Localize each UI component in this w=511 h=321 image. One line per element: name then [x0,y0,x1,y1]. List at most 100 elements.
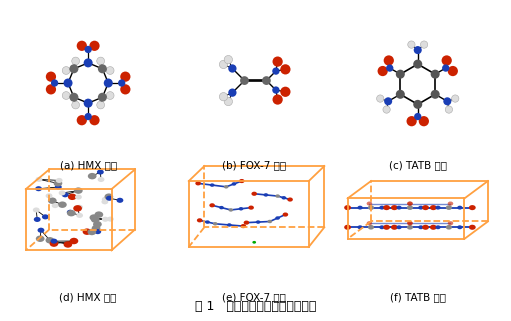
Circle shape [48,197,57,204]
Circle shape [98,93,107,102]
Circle shape [120,72,130,82]
Circle shape [442,55,452,65]
Circle shape [421,41,428,48]
Circle shape [240,76,249,85]
Circle shape [239,207,243,211]
Circle shape [36,236,44,242]
Circle shape [391,225,398,230]
Circle shape [210,203,215,207]
Circle shape [407,205,413,210]
Circle shape [84,113,92,120]
Circle shape [98,177,104,182]
Circle shape [91,225,101,231]
Circle shape [89,41,100,51]
Circle shape [224,97,233,106]
Circle shape [58,202,67,208]
Circle shape [106,91,114,100]
Circle shape [414,113,422,120]
Circle shape [45,193,53,198]
Circle shape [118,79,125,87]
Circle shape [84,46,92,53]
Circle shape [76,213,83,218]
Circle shape [228,208,233,212]
Circle shape [446,205,452,210]
Circle shape [50,240,58,247]
Circle shape [344,205,351,210]
Circle shape [252,241,256,244]
Circle shape [83,229,91,235]
Circle shape [383,225,390,230]
Circle shape [469,225,476,230]
Circle shape [72,57,80,65]
Circle shape [431,70,439,79]
Circle shape [97,57,105,65]
Circle shape [251,192,257,196]
Circle shape [46,84,56,94]
Circle shape [228,89,237,97]
Circle shape [227,223,231,227]
Circle shape [457,206,462,210]
Circle shape [62,192,68,197]
Circle shape [396,70,405,79]
Circle shape [205,220,210,224]
Circle shape [224,185,228,188]
Text: (a) HMX 分子: (a) HMX 分子 [60,160,117,170]
Circle shape [272,56,283,67]
Circle shape [228,64,237,73]
Text: 图 1   典型炸药的分子和晶体结构: 图 1 典型炸药的分子和晶体结构 [195,300,316,313]
Circle shape [98,64,107,73]
Circle shape [422,225,429,230]
Circle shape [377,95,384,102]
Circle shape [219,92,228,101]
Circle shape [67,210,74,215]
Circle shape [368,205,374,210]
Circle shape [280,87,291,97]
Circle shape [95,229,101,234]
Circle shape [469,205,476,210]
Circle shape [357,225,363,229]
Circle shape [63,79,73,88]
Circle shape [435,206,440,210]
Circle shape [42,214,49,219]
Circle shape [62,66,70,74]
Circle shape [267,220,272,223]
Circle shape [445,106,453,113]
Circle shape [91,216,100,223]
Circle shape [448,221,453,225]
Circle shape [77,41,87,51]
Circle shape [435,225,440,229]
Circle shape [219,60,228,69]
Circle shape [407,221,413,225]
Circle shape [95,212,103,218]
Circle shape [418,225,424,229]
Circle shape [386,65,393,72]
Circle shape [213,222,218,226]
Circle shape [407,116,417,126]
Circle shape [68,194,77,200]
Circle shape [419,116,429,126]
Circle shape [72,101,80,109]
Circle shape [219,206,224,209]
Circle shape [444,97,451,105]
Circle shape [244,221,249,225]
Circle shape [431,90,439,99]
Circle shape [35,186,42,191]
Circle shape [282,196,286,200]
Circle shape [102,199,108,204]
Text: (c) TATB 分子: (c) TATB 分子 [389,160,447,170]
Circle shape [88,173,97,179]
Circle shape [36,177,42,182]
Circle shape [446,225,452,230]
Circle shape [272,94,283,105]
Circle shape [264,193,268,197]
Circle shape [430,205,437,210]
Circle shape [413,100,422,109]
Circle shape [89,115,100,125]
Circle shape [54,180,62,187]
Text: (f) TATB 晶体: (f) TATB 晶体 [390,292,446,302]
Circle shape [75,195,82,200]
Circle shape [63,241,72,248]
Circle shape [384,97,392,105]
Circle shape [67,210,76,216]
Circle shape [73,205,82,212]
